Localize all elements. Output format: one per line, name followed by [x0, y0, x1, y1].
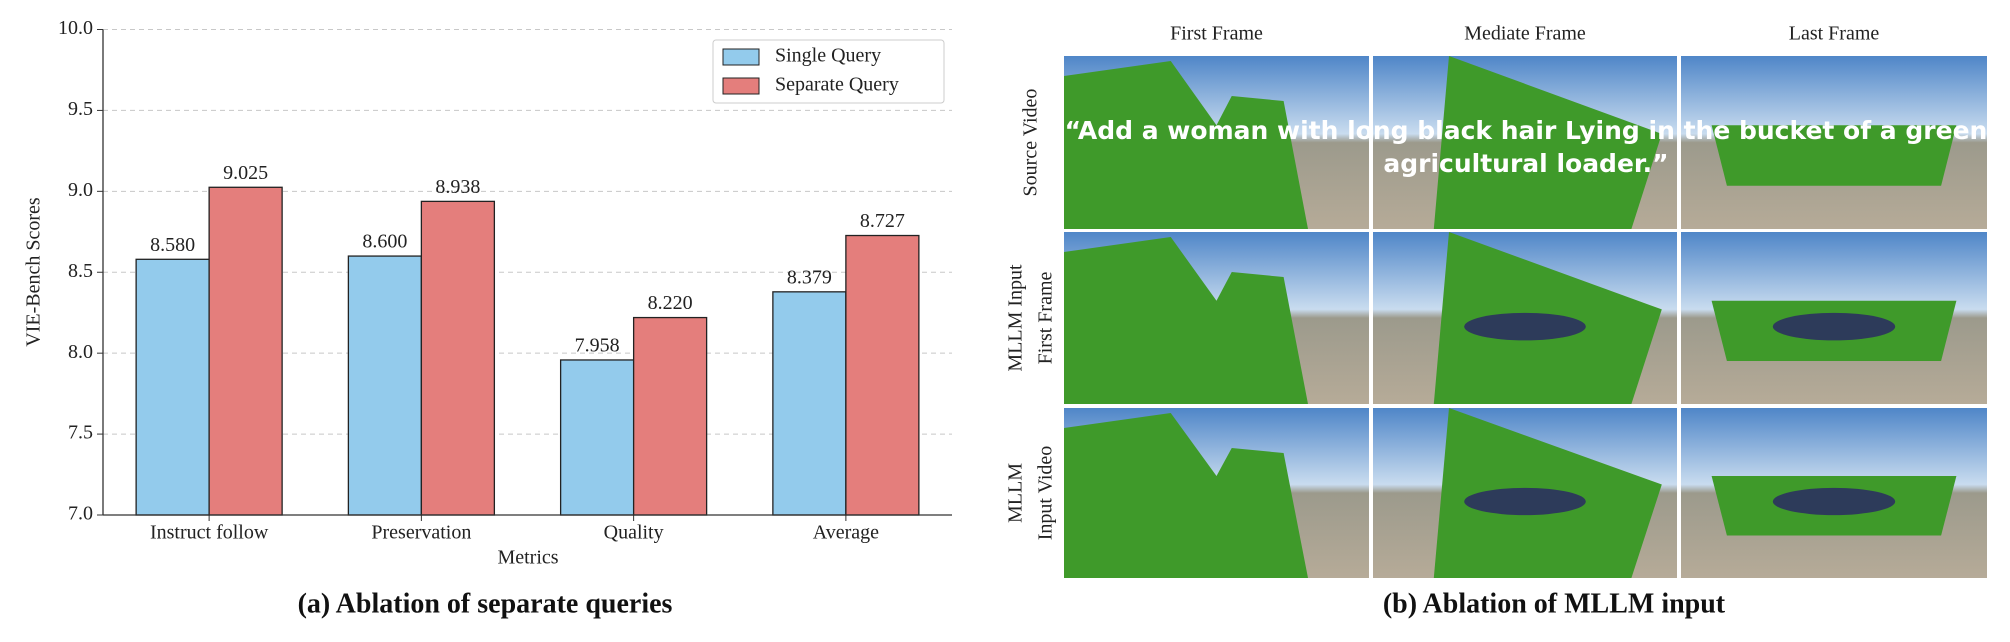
value-label: 7.958 [575, 335, 620, 357]
woman [1464, 487, 1586, 516]
loader [1064, 61, 1308, 229]
column-header: First Frame [1170, 23, 1263, 45]
woman [1772, 312, 1896, 341]
bar [772, 291, 847, 516]
value-label: 8.938 [435, 176, 480, 198]
caption: (b) Ablation of MLLM input [1383, 588, 1726, 619]
y-tick-label: 7.0 [68, 503, 93, 525]
legend-label: Single Query [775, 45, 881, 67]
legend-label: Separate Query [775, 74, 899, 96]
loader [1711, 125, 1957, 186]
bar [208, 186, 283, 516]
bar [347, 255, 423, 516]
prompt-overlay: agricultural loader.” [1383, 149, 1668, 178]
y-tick-label: 10.0 [58, 17, 93, 39]
column-header: Last Frame [1789, 23, 1880, 45]
value-label: 9.025 [223, 162, 268, 184]
y-tick-label: 7.5 [68, 422, 93, 444]
caption: (a) Ablation of separate queries [298, 588, 673, 619]
x-tick-label: Preservation [371, 522, 471, 544]
loader [1064, 413, 1308, 578]
woman [1772, 487, 1896, 516]
x-tick-label: Quality [604, 522, 664, 544]
loader [1064, 237, 1308, 404]
row-label: First Frame [1035, 271, 1057, 364]
legend-swatch [722, 77, 760, 95]
x-tick-label: Instruct follow [150, 522, 269, 544]
loader [1433, 56, 1662, 229]
bar [632, 316, 708, 516]
row-label: Source Video [1020, 89, 1042, 197]
y-axis-label: VIE-Bench Scores [23, 197, 45, 347]
row-label: MLLM Input [1005, 264, 1027, 372]
y-tick-label: 8.0 [68, 341, 93, 363]
bar [845, 234, 920, 516]
legend-box [712, 39, 945, 104]
row-label: MLLM [1005, 463, 1027, 523]
bar [420, 200, 496, 516]
y-tick-label: 9.5 [68, 98, 93, 120]
value-label: 8.600 [362, 231, 407, 253]
bar [135, 258, 210, 516]
y-tick-label: 8.5 [68, 260, 93, 282]
value-label: 8.580 [150, 234, 195, 256]
y-tick-label: 9.0 [68, 179, 93, 201]
column-header: Mediate Frame [1464, 23, 1586, 45]
legend-swatch [722, 48, 760, 66]
value-label: 8.379 [787, 266, 832, 288]
prompt-overlay: “Add a woman with long black hair Lying … [1065, 116, 1988, 145]
woman [1464, 312, 1586, 341]
x-tick-label: Average [813, 522, 879, 544]
x-axis-label: Metrics [497, 547, 558, 569]
bar [559, 359, 635, 516]
value-label: 8.727 [860, 210, 905, 232]
image-grid: First Frame Mediate Frame Last Frame Source… [1005, 23, 1988, 578]
value-label: 8.220 [648, 292, 693, 314]
row-label: Input Video [1035, 446, 1057, 541]
